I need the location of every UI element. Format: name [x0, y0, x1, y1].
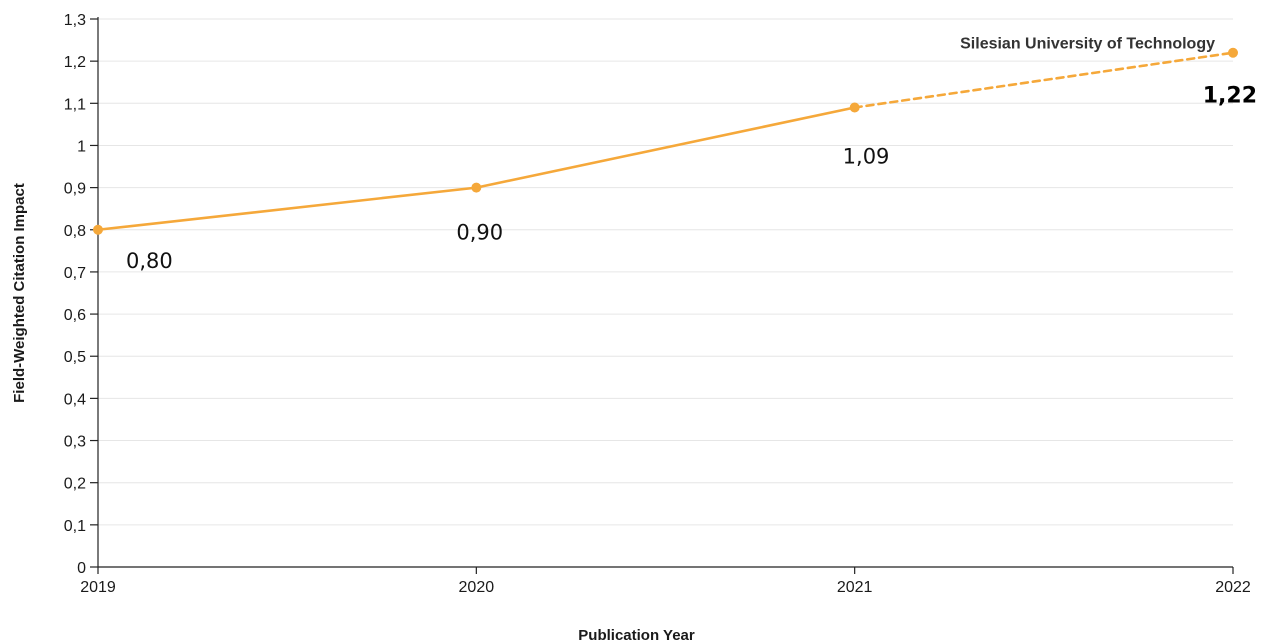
gridlines [98, 18, 1233, 526]
data-label: 1,22 [1203, 84, 1257, 109]
y-tick-label: 1,3 [64, 12, 86, 29]
y-tick-label: 1,1 [64, 96, 86, 113]
series-name-label: Silesian University of Technology [960, 36, 1215, 53]
x-axis-title: Publication Year [578, 627, 695, 643]
y-tick-label: 1 [77, 138, 86, 155]
data-label: 0,90 [456, 221, 503, 245]
data-point[interactable] [849, 102, 860, 113]
data-point[interactable] [93, 224, 103, 235]
data-point[interactable] [1228, 47, 1238, 58]
x-tick-label: 2021 [837, 579, 873, 596]
y-tick-label: 0,4 [64, 391, 86, 408]
y-tick-label: 0,8 [64, 223, 86, 240]
y-axis-ticks: 0 0,1 0,2 0,3 0,4 0,5 0,6 0,7 0,8 0,9 1 1,1 1,2 1,3 [64, 12, 98, 577]
y-tick-label: 0,9 [64, 181, 86, 198]
y-tick-label: 0,2 [64, 476, 86, 493]
y-tick-label: 0 [77, 560, 86, 577]
data-point[interactable] [471, 182, 482, 193]
x-tick-label: 2019 [80, 579, 116, 596]
series-fwci [93, 47, 1238, 235]
series-line-segment [475, 106, 856, 189]
data-label: 0,80 [126, 249, 173, 273]
series-line-segment [96, 186, 478, 232]
y-tick-label: 1,2 [64, 54, 86, 71]
y-tick-label: 0,1 [64, 518, 86, 535]
y-tick-label: 0,3 [64, 434, 86, 451]
y-tick-label: 0,6 [64, 307, 86, 324]
y-tick-label: 0,5 [64, 349, 86, 366]
series-line-segment-projected [853, 51, 1235, 109]
y-axis-title: Field-Weighted Citation Impact [11, 183, 28, 403]
x-tick-label: 2022 [1215, 579, 1251, 596]
y-tick-label: 0,7 [64, 265, 86, 282]
x-axis-ticks: 2019 2020 2021 2022 [80, 567, 1251, 596]
data-label: 1,09 [843, 145, 890, 169]
x-tick-label: 2020 [459, 579, 495, 596]
axes [97, 17, 1233, 568]
data-labels: 0,80 0,90 1,09 1,22 [126, 84, 1257, 273]
